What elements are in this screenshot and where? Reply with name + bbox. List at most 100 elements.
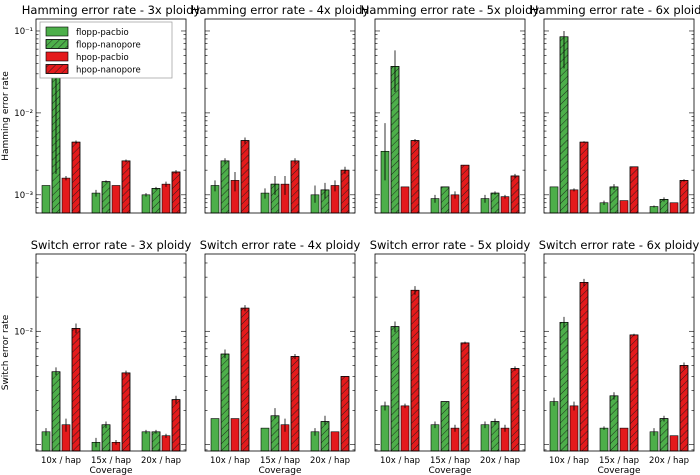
bar-hatch-hpop-nanopore-1 xyxy=(579,141,589,214)
bar-hpop-pacbio-3 xyxy=(669,435,679,452)
x-tick-label: 10x / hap xyxy=(549,456,589,466)
panel-title: Hamming error rate - 5x ploidy xyxy=(361,3,540,17)
bar-hpop-pacbio-2 xyxy=(619,427,629,452)
x-tick-label: 20x / hap xyxy=(141,456,181,466)
legend: flopp-pacbio flopp-nanopore hpop-pacbio hpo… xyxy=(39,21,173,79)
panel-hamming-5x: Hamming error rate - 5x ploidy xyxy=(361,3,540,214)
bar-hatch-flopp-nanopore-2 xyxy=(609,395,619,452)
plot-frame xyxy=(374,18,526,214)
bar-hatch-hpop-nanopore-2 xyxy=(290,160,300,214)
bar-hatch-flopp-nanopore-3 xyxy=(151,188,161,214)
bar-hatch-hpop-nanopore-3 xyxy=(340,169,350,214)
panel-title: Switch error rate - 3x ploidy xyxy=(31,238,192,252)
bar-hatch-hpop-nanopore-1 xyxy=(71,141,81,214)
plot-frame xyxy=(35,253,187,452)
legend-label-flopp-nanopore: flopp-nanopore xyxy=(76,41,141,51)
bar-flopp-pacbio-1 xyxy=(380,405,390,452)
panel-hamming-6x: Hamming error rate - 6x ploidy xyxy=(530,3,700,214)
y-tick-label: 10⁻³ xyxy=(14,191,33,201)
x-tick-label: 20x / hap xyxy=(310,456,350,466)
x-tick-label: 10x / hap xyxy=(41,456,81,466)
bar-hpop-pacbio-1 xyxy=(569,189,579,214)
plot-frame xyxy=(374,253,526,452)
x-tick-label: 15x / hap xyxy=(599,456,639,466)
plot-frame xyxy=(204,18,356,214)
x-tick-label: 10x / hap xyxy=(210,456,250,466)
panel-switch-4x: Switch error rate - 4x ploidy 10x / hap 15… xyxy=(200,238,361,475)
x-axis-label: Coverage xyxy=(428,466,472,475)
bar-hatch-hpop-nanopore-3 xyxy=(340,376,350,452)
x-axis-label: Coverage xyxy=(258,466,302,475)
bar-hatch-flopp-nanopore-2 xyxy=(609,186,619,214)
bar-hatch-flopp-nanopore-3 xyxy=(490,192,500,214)
bar-hatch-hpop-nanopore-1 xyxy=(240,140,250,214)
panel-switch-5x: Switch error rate - 5x ploidy 10x / hap 15… xyxy=(370,238,531,475)
x-tick-label: 20x / hap xyxy=(480,456,520,466)
bar-hatch-flopp-nanopore-3 xyxy=(490,421,500,452)
legend-swatch-hatch-flopp-nanopore xyxy=(45,39,69,49)
panel-title: Switch error rate - 5x ploidy xyxy=(370,238,531,252)
bar-hatch-hpop-nanopore-3 xyxy=(510,175,520,214)
bar-flopp-pacbio-2 xyxy=(430,424,440,452)
bar-hpop-pacbio-3 xyxy=(330,431,340,452)
bar-hpop-pacbio-3 xyxy=(161,183,171,214)
plot-frame xyxy=(543,18,695,214)
plot-frame xyxy=(35,18,187,214)
bar-hatch-hpop-nanopore-2 xyxy=(629,166,639,214)
bar-hatch-flopp-nanopore-2 xyxy=(101,424,111,452)
bar-hatch-hpop-nanopore-3 xyxy=(171,399,181,452)
legend-swatch-hpop-pacbio xyxy=(45,51,69,62)
legend-swatch-flopp-pacbio xyxy=(45,26,69,37)
x-tick-label: 10x / hap xyxy=(380,456,420,466)
bar-hatch-hpop-nanopore-2 xyxy=(290,356,300,452)
bar-hatch-hpop-nanopore-1 xyxy=(71,328,81,452)
bar-hatch-hpop-nanopore-1 xyxy=(410,289,420,452)
bar-hatch-hpop-nanopore-3 xyxy=(679,180,689,214)
bar-hpop-pacbio-1 xyxy=(569,405,579,452)
bar-hatch-flopp-nanopore-1 xyxy=(220,353,230,452)
bar-hpop-pacbio-1 xyxy=(400,405,410,452)
bar-hatch-flopp-nanopore-3 xyxy=(151,431,161,452)
bar-hatch-flopp-nanopore-2 xyxy=(270,415,280,452)
bar-hpop-pacbio-2 xyxy=(619,200,629,214)
bar-hatch-flopp-nanopore-1 xyxy=(220,160,230,214)
bar-flopp-pacbio-1 xyxy=(41,185,51,214)
y-tick-label: 10⁻² xyxy=(14,109,33,119)
bar-hpop-pacbio-3 xyxy=(500,196,510,214)
x-tick-label: 20x / hap xyxy=(649,456,689,466)
bar-hatch-flopp-nanopore-2 xyxy=(440,401,450,452)
panel-title: Hamming error rate - 3x ploidy xyxy=(22,3,201,17)
bar-hatch-hpop-nanopore-2 xyxy=(121,160,131,214)
bar-flopp-pacbio-2 xyxy=(599,427,609,452)
bar-flopp-pacbio-1 xyxy=(549,401,559,452)
panel-title: Hamming error rate - 6x ploidy xyxy=(530,3,700,17)
panel-switch-3x: Switch error rate - 3x ploidy Switch erro… xyxy=(1,238,191,475)
bar-hpop-pacbio-3 xyxy=(161,435,171,452)
x-axis-label: Coverage xyxy=(597,466,641,475)
legend-label-hpop-pacbio: hpop-pacbio xyxy=(76,53,129,63)
bar-hatch-hpop-nanopore-2 xyxy=(460,164,470,214)
panel-title: Hamming error rate - 4x ploidy xyxy=(191,3,370,17)
bar-hatch-hpop-nanopore-1 xyxy=(579,282,589,452)
y-tick-label: 10⁻² xyxy=(14,327,33,337)
panel-title: Switch error rate - 4x ploidy xyxy=(200,238,361,252)
x-tick-label: 15x / hap xyxy=(430,456,470,466)
bar-flopp-pacbio-1 xyxy=(549,186,559,214)
bar-hatch-flopp-nanopore-2 xyxy=(101,181,111,214)
bar-hatch-hpop-nanopore-1 xyxy=(240,307,250,452)
bar-hatch-hpop-nanopore-1 xyxy=(410,140,420,214)
panel-switch-6x: Switch error rate - 6x ploidy 10x / hap 15… xyxy=(539,238,700,475)
bar-hpop-pacbio-3 xyxy=(669,202,679,214)
bar-flopp-pacbio-3 xyxy=(480,424,490,452)
bar-hatch-flopp-nanopore-2 xyxy=(440,186,450,214)
bar-flopp-pacbio-1 xyxy=(210,418,220,452)
bar-hatch-hpop-nanopore-3 xyxy=(679,365,689,452)
bar-hatch-flopp-nanopore-3 xyxy=(659,418,669,452)
bar-hatch-flopp-nanopore-3 xyxy=(320,421,330,452)
bar-hatch-flopp-nanopore-1 xyxy=(51,371,61,452)
x-tick-label: 15x / hap xyxy=(260,456,300,466)
y-tick-label: 10⁻¹ xyxy=(14,27,33,37)
plot-frame xyxy=(204,253,356,452)
y-axis-label: Switch error rate xyxy=(1,314,11,390)
legend-swatch-hatch-hpop-nanopore xyxy=(45,64,69,74)
